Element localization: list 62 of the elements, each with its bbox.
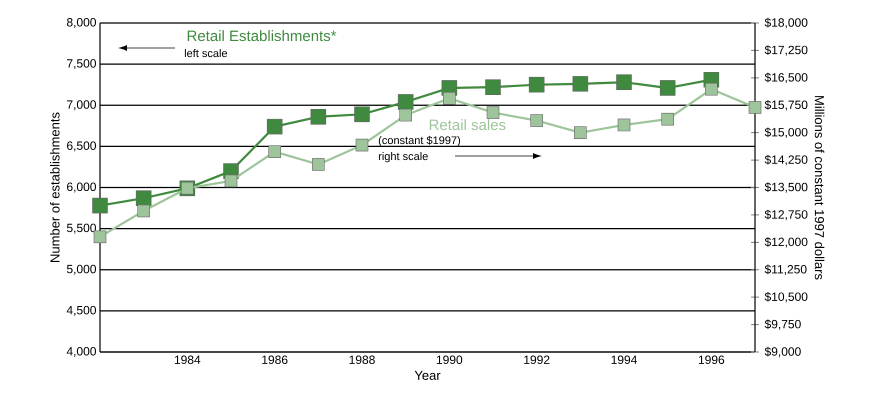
y2-axis-title: Millions of constant 1997 dollars	[814, 96, 824, 280]
point	[574, 126, 587, 139]
point	[705, 82, 718, 96]
y-tick-label: 4,500	[66, 306, 96, 316]
point	[354, 106, 370, 122]
y2-tick-label: $15,000	[764, 127, 808, 138]
y2-tick-label: $15,750	[764, 100, 808, 110]
y-tick-label: 7,500	[67, 59, 96, 70]
point	[572, 76, 588, 92]
y2-tick-label: $12,000	[764, 237, 808, 248]
x-tick-label: 1992	[524, 356, 550, 364]
point	[398, 94, 414, 110]
point	[137, 204, 150, 218]
point	[224, 174, 238, 188]
x-tick-label: 1984	[174, 356, 200, 364]
y-tick-label: 6,500	[67, 141, 96, 152]
y2-tick-label: $10,500	[764, 292, 808, 302]
point	[661, 112, 674, 126]
y2-tick-label: $14,250	[764, 154, 808, 166]
y-tick-label: 8,000	[66, 18, 96, 28]
text: Retail Establishments*	[188, 30, 336, 42]
point	[312, 158, 325, 171]
point	[616, 74, 632, 90]
series-label: Retail sales	[430, 119, 506, 130]
y-tick-label: 7,000	[67, 100, 96, 110]
point	[136, 190, 152, 206]
point	[485, 79, 501, 95]
y-axis-title: Number of establishments	[50, 112, 60, 262]
annotation: right scale	[378, 152, 428, 162]
x-tick-label: 1996	[698, 356, 724, 364]
point	[266, 118, 282, 134]
point	[310, 108, 326, 125]
y2-tick-label: $18,000	[764, 18, 808, 28]
y2-tick-label: $12,750	[764, 210, 808, 220]
y-tick-label: 6,000	[67, 182, 96, 192]
y-tick-label: 5,500	[66, 224, 96, 234]
annotation: left scale	[184, 49, 228, 58]
point	[486, 106, 500, 119]
point	[399, 108, 412, 122]
y-tick-label: 4,000	[66, 347, 96, 357]
point	[748, 101, 762, 114]
y2-tick-label: $13,500	[764, 182, 808, 193]
x-axis-title: Year	[414, 370, 440, 380]
point	[356, 138, 368, 152]
y2-tick-label: $9,750	[764, 319, 801, 330]
x-tick-label: 1986	[262, 356, 288, 364]
point	[528, 76, 544, 92]
point	[92, 198, 108, 214]
y2-tick-label: $16,500	[764, 72, 808, 84]
x-tick-label: 1988	[350, 356, 375, 364]
x-tick-label: 1994	[612, 356, 637, 364]
point	[660, 80, 676, 96]
y2-tick-label: $9,000	[764, 346, 801, 358]
annotation: (constant $1997)	[378, 136, 460, 146]
point	[268, 145, 281, 158]
y2-tick-label: $17,250	[764, 45, 808, 56]
point	[530, 114, 543, 127]
y-tick-label: 5,000	[66, 264, 96, 275]
x-tick-label: 1990	[436, 356, 462, 364]
point	[443, 92, 456, 105]
point	[618, 118, 630, 132]
y2-tick-label: $11,250	[764, 264, 807, 275]
